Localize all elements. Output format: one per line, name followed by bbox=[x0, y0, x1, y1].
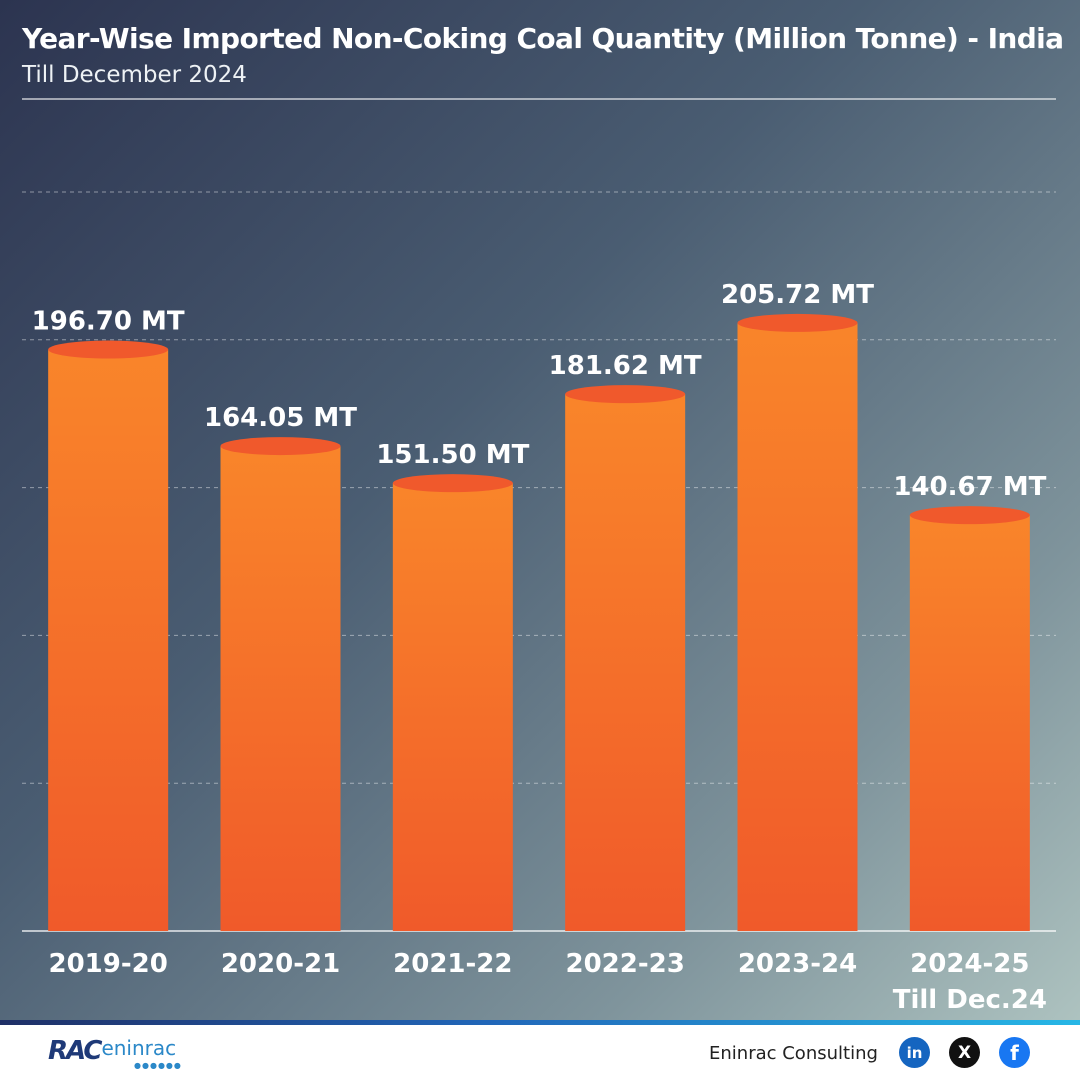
chart-title: Year-Wise Imported Non-Coking Coal Quant… bbox=[22, 22, 1064, 55]
logo-dots: ●●●●●● bbox=[134, 1061, 182, 1070]
bar bbox=[565, 394, 686, 931]
value-labels: 196.70 MT 164.05 MT 151.50 MT 181.62 MT 205.… bbox=[32, 280, 1047, 502]
bar-top bbox=[737, 313, 858, 332]
x-tick-label: 2022-23 bbox=[565, 949, 684, 979]
gridlines bbox=[22, 191, 1056, 932]
footer-stripe bbox=[0, 1020, 1080, 1025]
bar bbox=[392, 483, 513, 931]
bar bbox=[909, 515, 1030, 931]
bar-chart: 196.70 MT 164.05 MT 151.50 MT 181.62 MT 205.… bbox=[22, 191, 1056, 1015]
x-tick-label: 2024-25 bbox=[910, 949, 1029, 979]
chart-subtitle: Till December 2024 bbox=[22, 62, 247, 88]
x-tick-label: 2019-20 bbox=[48, 949, 167, 979]
data-label: 181.62 MT bbox=[549, 351, 702, 381]
x-tick-label: 2020-21 bbox=[221, 949, 340, 979]
data-label: 164.05 MT bbox=[204, 403, 357, 433]
x-tick-label: 2023-24 bbox=[738, 949, 857, 979]
bar bbox=[737, 322, 858, 931]
data-label: 196.70 MT bbox=[32, 307, 185, 337]
eninrac-logo: RAC eninrac ●●●●●● bbox=[48, 1034, 181, 1070]
bars bbox=[48, 313, 1030, 931]
x-icon[interactable]: X bbox=[949, 1037, 980, 1068]
bar bbox=[48, 349, 169, 931]
data-label: 140.67 MT bbox=[893, 472, 1046, 502]
facebook-icon[interactable]: f bbox=[999, 1037, 1030, 1068]
bar bbox=[220, 446, 341, 931]
title-divider bbox=[22, 98, 1056, 100]
x-axis-ticks: 2019-20 2020-21 2021-22 2022-23 2023-24 2024-… bbox=[48, 949, 1046, 1015]
bar-top bbox=[220, 437, 341, 456]
data-label: 205.72 MT bbox=[721, 280, 874, 310]
x-tick-label: Till Dec.24 bbox=[893, 985, 1047, 1015]
brand-name: Eninrac Consulting bbox=[709, 1043, 878, 1064]
bar-top bbox=[392, 474, 513, 493]
bar-top bbox=[48, 340, 169, 359]
linkedin-icon[interactable]: in bbox=[899, 1037, 930, 1068]
bar-top bbox=[909, 506, 1030, 525]
logo-mark: RAC bbox=[48, 1036, 102, 1066]
x-tick-label: 2021-22 bbox=[393, 949, 512, 979]
data-label: 151.50 MT bbox=[376, 440, 529, 470]
logo-word: eninrac bbox=[101, 1036, 177, 1060]
bar-top bbox=[565, 385, 686, 404]
